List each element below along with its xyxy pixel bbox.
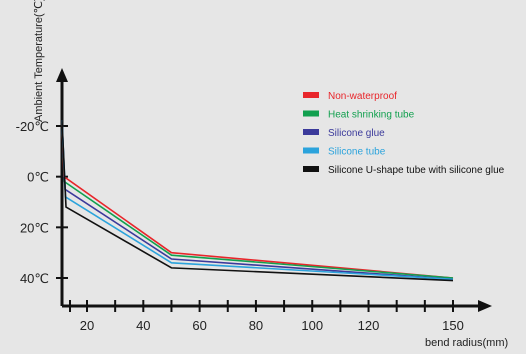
legend-label: Silicone glue (328, 128, 385, 139)
series-line (61, 119, 454, 281)
x-tick-label: 100 (301, 318, 323, 333)
x-axis-title: bend radius(mm) (425, 337, 508, 349)
legend-label: Non-waterproof (328, 91, 397, 102)
y-axis-arrow (56, 68, 68, 82)
series-line (61, 119, 454, 282)
legend-swatch (303, 129, 319, 135)
series-line (61, 119, 454, 279)
y-tick-label: 20℃ (20, 220, 49, 235)
series-line (61, 119, 454, 281)
y-tick-label: -20℃ (16, 119, 49, 134)
series-lines (61, 119, 454, 282)
legend: Non-waterproof Heat shrinking tube Silicon… (303, 91, 505, 176)
legend-swatch (303, 147, 319, 154)
x-tick-label: 60 (192, 318, 206, 333)
legend-label: Heat shrinking tube (328, 110, 415, 121)
legend-swatch (303, 166, 319, 172)
x-tick-label: 20 (80, 318, 94, 333)
x-tick-label: 80 (249, 318, 263, 333)
legend-label: Silicone tube (328, 147, 386, 158)
y-tick-label: 40℃ (20, 271, 49, 286)
x-tick-label: 40 (136, 318, 150, 333)
legend-swatch (303, 92, 319, 98)
series-line (61, 119, 454, 279)
x-tick-label: 150 (442, 318, 464, 333)
y-axis-title: Ambient Temperature(℃) (33, 0, 45, 122)
legend-swatch (303, 110, 319, 117)
x-axis-arrow (478, 300, 492, 312)
axes: -20℃ 0℃ 20℃ 40℃ 20 40 60 80 100 120 150 bend radius… (16, 0, 509, 349)
x-tick-label: 120 (358, 318, 380, 333)
legend-label: Silicone U-shape tube with silicone glue (328, 165, 505, 176)
y-tick-label: 0℃ (27, 170, 49, 185)
